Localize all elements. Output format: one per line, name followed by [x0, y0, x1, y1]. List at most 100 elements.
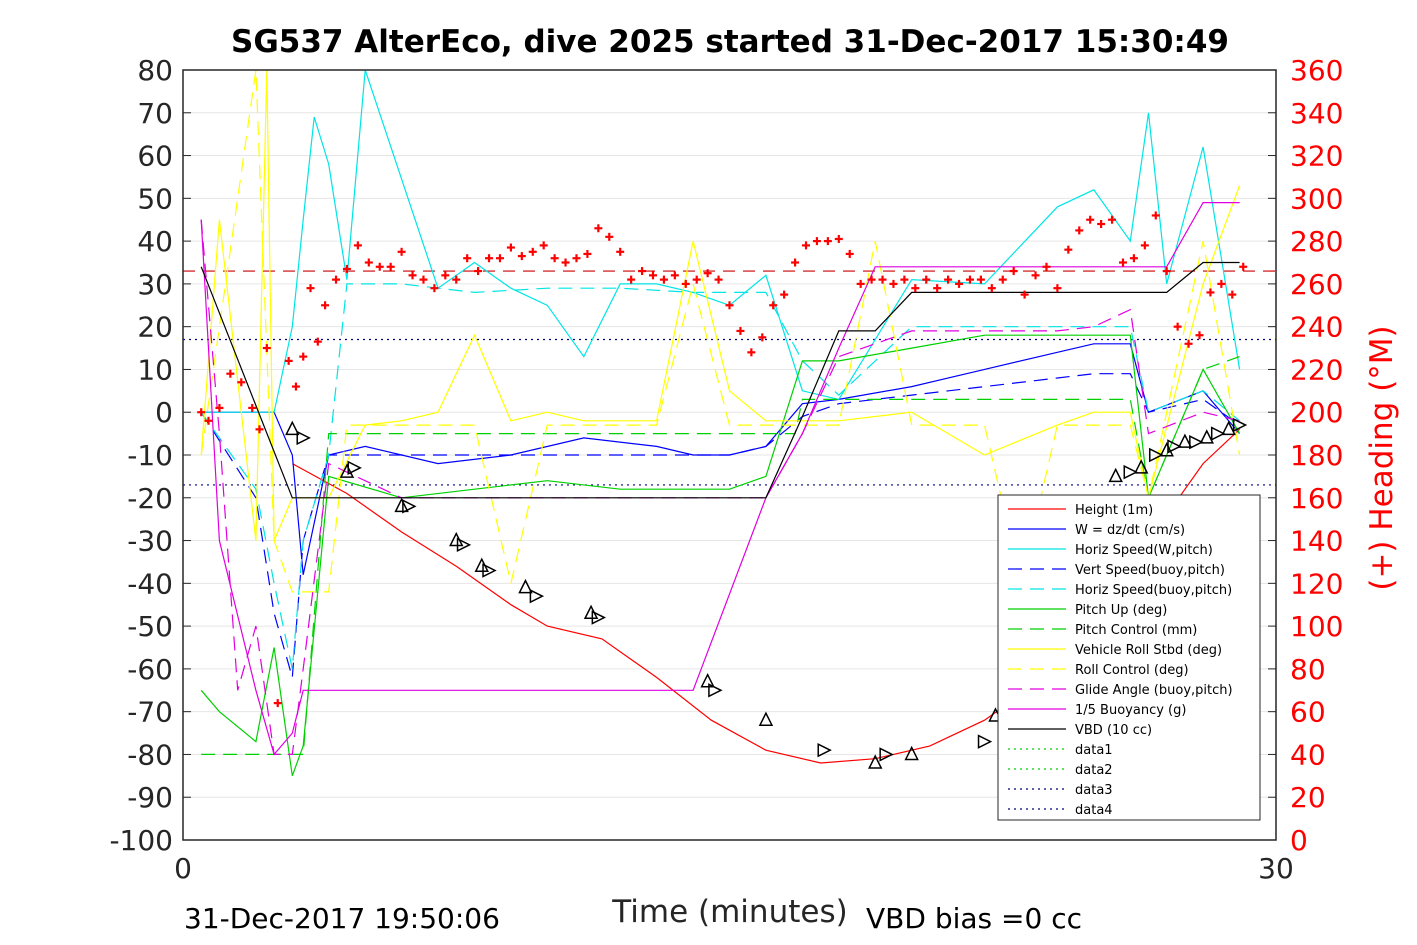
- surface-marker: [868, 754, 883, 769]
- heading-point: [463, 254, 472, 263]
- heading-point: [204, 416, 213, 425]
- y-tick-label: 30: [137, 268, 173, 301]
- heading-point: [878, 275, 887, 284]
- heading-point: [1184, 339, 1193, 348]
- heading-point: [965, 275, 974, 284]
- y-tick-label: -10: [127, 439, 173, 472]
- y-tick-label: 70: [137, 97, 173, 130]
- heading-point: [1162, 267, 1171, 276]
- heading-point: [648, 271, 657, 280]
- heading-point: [900, 275, 909, 284]
- y-axis-right-ticks: 3603403203002802602402202001801601401201…: [1268, 54, 1343, 857]
- right-tick-label: 160: [1290, 482, 1343, 515]
- heading-point: [594, 224, 603, 233]
- heading-point: [823, 237, 832, 246]
- footer-timestamp: 31-Dec-2017 19:50:06: [184, 902, 500, 935]
- legend-label: data1: [1075, 743, 1113, 758]
- legend-label: data3: [1075, 783, 1113, 798]
- heading-point: [856, 279, 865, 288]
- legend-label: Horiz Speed(buoy,pitch): [1075, 583, 1232, 598]
- legend-label: data2: [1075, 763, 1113, 778]
- heading-point: [1075, 226, 1084, 235]
- legend-label: Horiz Speed(W,pitch): [1075, 543, 1213, 558]
- heading-point: [255, 425, 264, 434]
- heading-point: [736, 326, 745, 335]
- heading-point: [605, 232, 614, 241]
- surface-marker: [1167, 439, 1182, 454]
- heading-point: [1020, 290, 1029, 299]
- surface-marker: [1199, 429, 1214, 444]
- y-tick-label: 10: [137, 353, 173, 386]
- y-tick-label: 0: [155, 396, 173, 429]
- heading-point: [1195, 331, 1204, 340]
- surface-marker: [591, 610, 607, 625]
- heading-point: [845, 249, 854, 258]
- surface-marker: [1133, 459, 1149, 474]
- legend-label: data4: [1075, 803, 1113, 818]
- surface-marker: [518, 578, 533, 594]
- heading-point: [572, 254, 581, 263]
- series-line-8: [200, 69, 1241, 593]
- surface-marker: [482, 563, 497, 578]
- right-tick-label: 20: [1290, 781, 1326, 814]
- legend: Height (1m) W = dz/dt (cm/s) Horiz Speed(W…: [997, 494, 1261, 821]
- heading-point: [987, 284, 996, 293]
- heading-point: [955, 279, 964, 288]
- heading-point: [506, 243, 515, 252]
- heading-point: [528, 247, 537, 256]
- right-tick-label: 60: [1290, 696, 1326, 729]
- heading-point: [725, 301, 734, 310]
- x-axis-ticks: 0 30: [174, 832, 1294, 885]
- heading-point: [561, 258, 570, 267]
- heading-point: [375, 262, 384, 271]
- right-tick-label: 360: [1290, 54, 1343, 87]
- surface-marker: [394, 497, 409, 513]
- heading-point: [714, 275, 723, 284]
- legend-label: Height (1m): [1075, 503, 1153, 518]
- legend-label: Pitch Up (deg): [1075, 603, 1167, 618]
- heading-point: [976, 275, 985, 284]
- heading-point: [834, 234, 843, 243]
- heading-point: [1228, 290, 1237, 299]
- heading-point: [332, 275, 341, 284]
- right-tick-label: 120: [1290, 567, 1343, 600]
- heading-point: [273, 699, 282, 708]
- heading-point: [583, 249, 592, 258]
- surface-marker: [879, 747, 894, 762]
- surface-marker: [1149, 447, 1164, 463]
- legend-label: Vert Speed(buoy,pitch): [1075, 563, 1225, 578]
- surface-marker: [339, 463, 355, 478]
- heading-point: [291, 382, 300, 391]
- surface-marker: [1221, 420, 1236, 436]
- y-tick-label: -50: [127, 610, 173, 643]
- right-tick-label: 340: [1290, 97, 1343, 130]
- right-tick-label: 240: [1290, 311, 1343, 344]
- surface-marker: [1232, 417, 1248, 433]
- heading-point: [1042, 262, 1051, 271]
- legend-label: Vehicle Roll Stbd (deg): [1075, 643, 1222, 658]
- heading-point: [758, 333, 767, 342]
- heading-point: [364, 258, 373, 267]
- heading-point: [474, 267, 483, 276]
- heading-point: [802, 241, 811, 250]
- heading-point: [670, 271, 679, 280]
- y-tick-label: -20: [127, 482, 173, 515]
- right-tick-label: 280: [1290, 225, 1343, 258]
- heading-point: [248, 403, 257, 412]
- y-tick-label: -100: [109, 824, 173, 857]
- heading-point: [353, 241, 362, 250]
- surface-marker: [285, 420, 300, 436]
- heading-point: [1173, 322, 1182, 331]
- right-tick-label: 180: [1290, 439, 1343, 472]
- heading-point: [911, 284, 920, 293]
- y-tick-label: -30: [127, 525, 173, 558]
- heading-point: [659, 275, 668, 284]
- surface-marker: [708, 683, 723, 698]
- series-line-7: [200, 69, 1241, 541]
- heading-point: [299, 352, 308, 361]
- y-tick-label: 40: [137, 225, 173, 258]
- heading-point: [867, 275, 876, 284]
- heading-point: [550, 254, 559, 263]
- surface-marker: [758, 711, 774, 726]
- right-tick-label: 140: [1290, 525, 1343, 558]
